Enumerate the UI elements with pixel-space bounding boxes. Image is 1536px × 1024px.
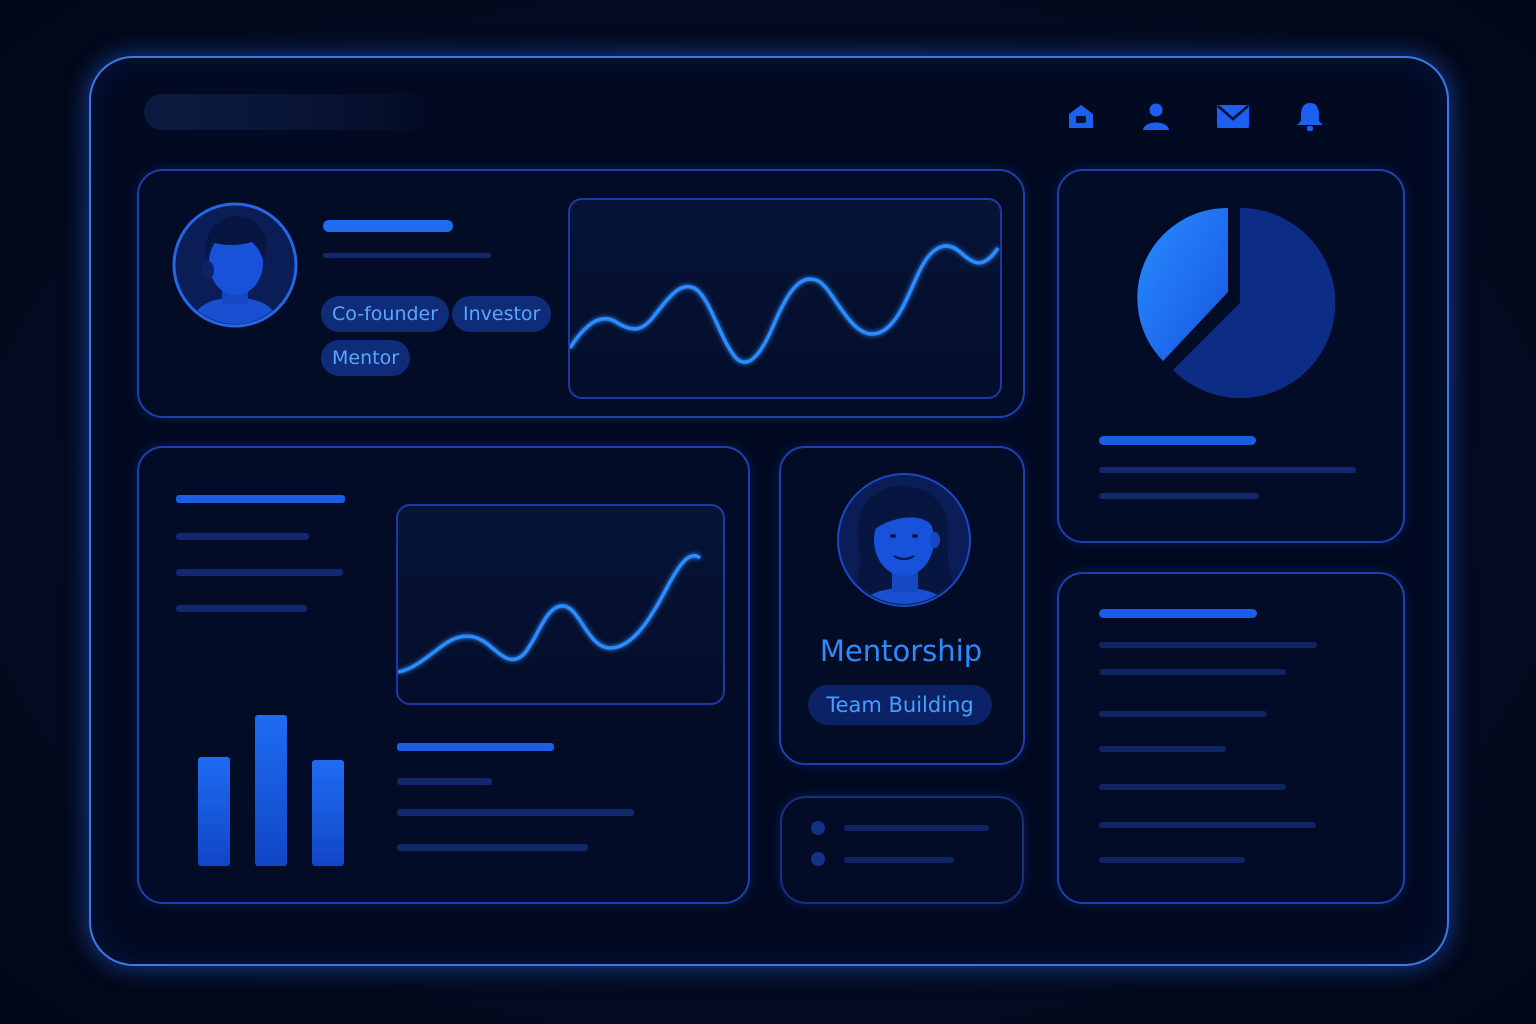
list-card xyxy=(780,796,1024,904)
tag-investor[interactable]: Investor xyxy=(452,296,552,332)
growth-line-chart xyxy=(396,504,725,705)
bar-chart-bar xyxy=(255,715,287,866)
home-icon[interactable] xyxy=(1065,100,1097,132)
pie-slice-large xyxy=(1173,207,1336,398)
tag-cofounder[interactable]: Co-founder xyxy=(321,296,450,332)
pie-legend-line xyxy=(1099,493,1259,499)
bar-chart-bar xyxy=(198,757,230,866)
tag-team-building[interactable]: Team Building xyxy=(808,685,992,725)
list-item[interactable] xyxy=(844,857,954,863)
text-card-line xyxy=(1099,669,1286,675)
bell-icon[interactable] xyxy=(1294,100,1326,132)
text-card-line xyxy=(1099,642,1317,648)
text-card-line xyxy=(1099,746,1226,752)
mail-icon[interactable] xyxy=(1216,100,1249,132)
text-card-line xyxy=(1099,711,1267,717)
text-card-line xyxy=(1099,822,1316,828)
analytics-text-line xyxy=(176,533,309,540)
pie-legend-line xyxy=(1099,467,1356,473)
list-bullet xyxy=(811,821,825,835)
analytics-text-line xyxy=(176,605,307,612)
bar-chart-bar xyxy=(312,760,344,866)
mentor-avatar xyxy=(836,470,972,610)
analytics-summary-line xyxy=(397,809,634,816)
mentorship-title: Mentorship xyxy=(819,634,983,668)
list-item[interactable] xyxy=(844,825,989,831)
user-icon[interactable] xyxy=(1140,100,1172,132)
analytics-summary-line xyxy=(397,844,588,851)
pie-legend-title-line xyxy=(1099,436,1256,445)
analytics-text-line xyxy=(176,569,343,576)
list-bullet xyxy=(811,852,825,866)
pie-slice-small xyxy=(1137,207,1228,361)
growth-line xyxy=(397,554,702,674)
profile-name-line xyxy=(323,220,453,232)
profile-subtitle-line xyxy=(323,253,491,258)
text-card-title-line xyxy=(1099,609,1257,618)
analytics-summary-line xyxy=(397,778,492,785)
activity-line-chart xyxy=(568,198,1002,399)
activity-line xyxy=(568,244,1000,364)
text-card-line xyxy=(1099,857,1245,863)
analytics-summary-title xyxy=(397,743,554,751)
analytics-title-line xyxy=(176,495,345,503)
search-input[interactable] xyxy=(144,94,434,130)
avatar xyxy=(172,202,298,328)
text-card-line xyxy=(1099,784,1286,790)
text-card xyxy=(1057,572,1405,904)
pie-chart xyxy=(1130,200,1336,406)
tag-mentor[interactable]: Mentor xyxy=(321,340,411,376)
